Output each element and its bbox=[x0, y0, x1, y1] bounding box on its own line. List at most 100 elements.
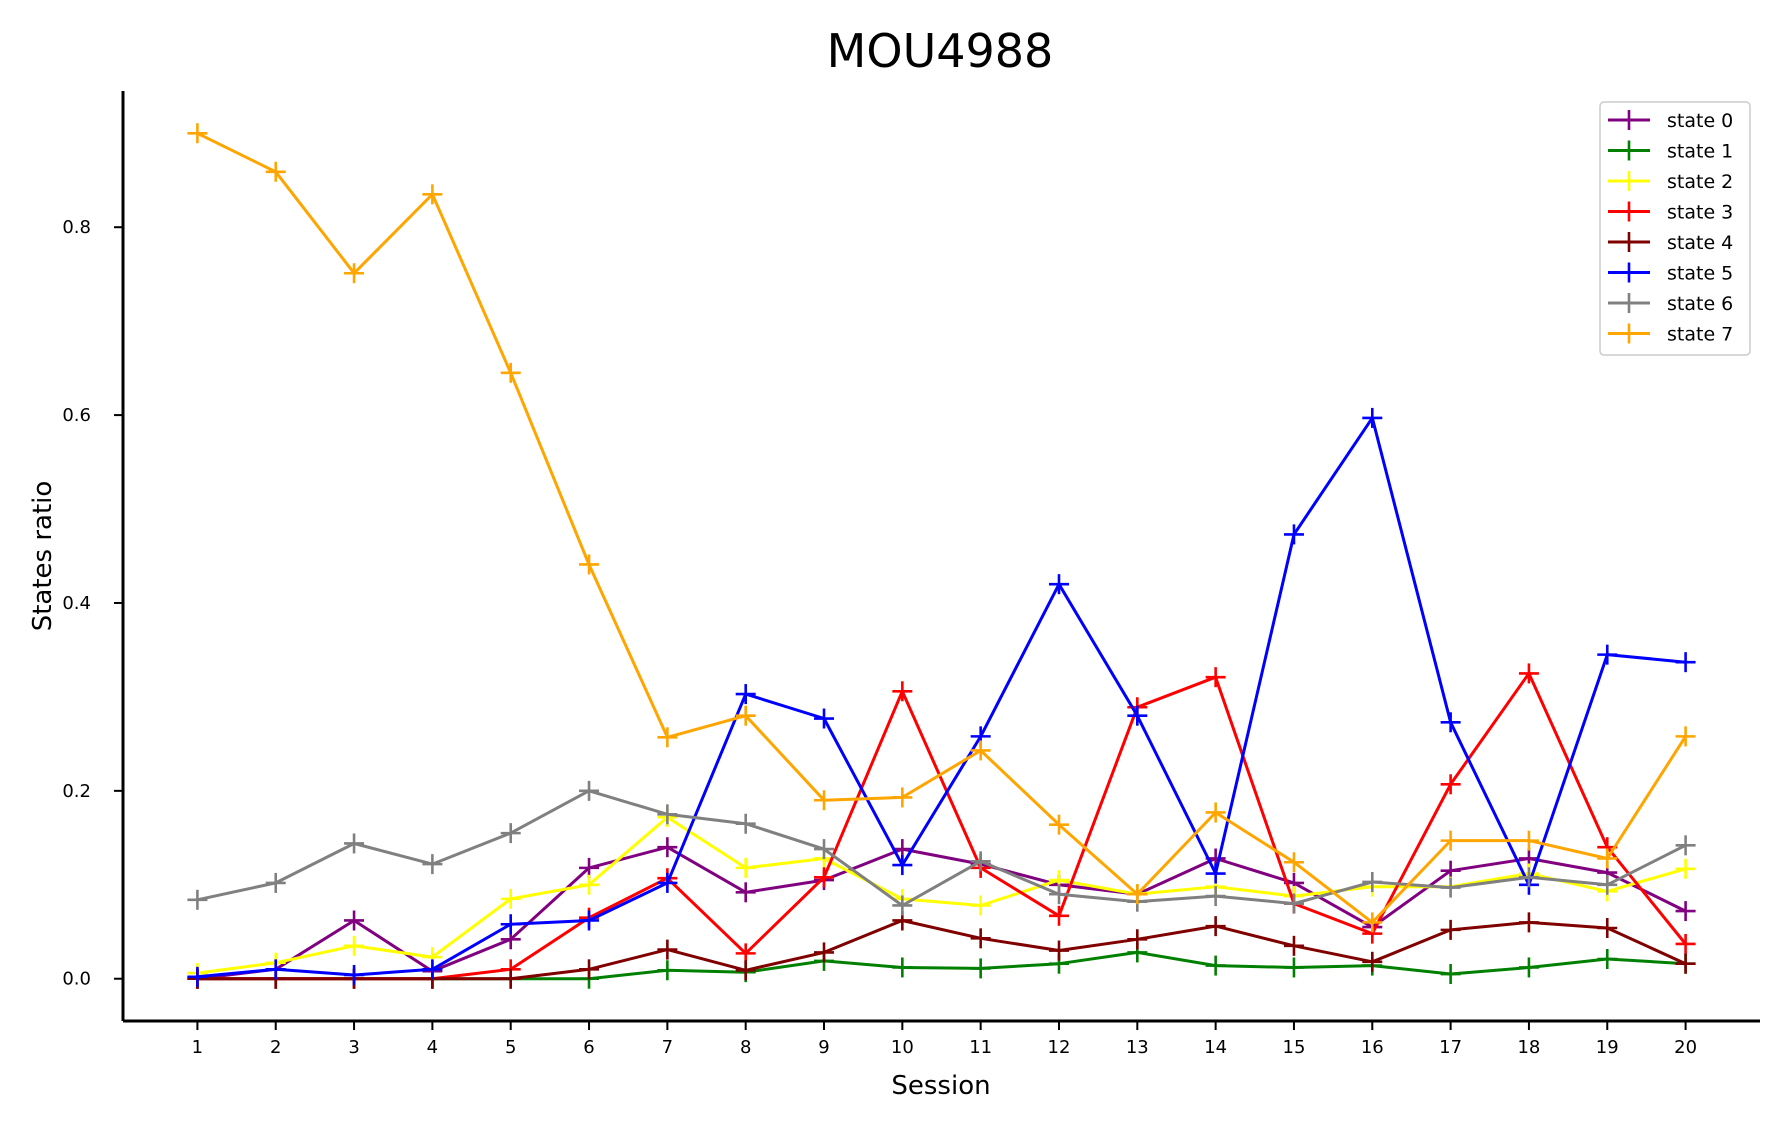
data-point bbox=[1048, 884, 1069, 905]
data-point bbox=[579, 554, 600, 575]
legend-item: state 3 bbox=[1608, 201, 1733, 224]
x-tick-label: 19 bbox=[1596, 1037, 1619, 1058]
y-axis-label: States ratio bbox=[28, 481, 58, 632]
data-point bbox=[735, 960, 756, 981]
x-tick-label: 6 bbox=[583, 1037, 594, 1058]
data-point bbox=[344, 964, 365, 985]
y-tick-label: 0.4 bbox=[62, 593, 91, 614]
x-tick-label: 17 bbox=[1439, 1037, 1462, 1058]
plot-area bbox=[187, 123, 1696, 989]
data-point bbox=[344, 910, 365, 931]
data-point bbox=[970, 740, 991, 761]
data-point bbox=[1440, 774, 1461, 795]
data-point bbox=[1675, 933, 1696, 954]
data-point bbox=[1675, 835, 1696, 856]
data-point bbox=[1205, 863, 1226, 884]
series-line bbox=[197, 416, 1686, 979]
legend-item: state 1 bbox=[1608, 140, 1733, 163]
data-point bbox=[1205, 667, 1226, 688]
x-tick-label: 4 bbox=[427, 1037, 438, 1058]
data-point bbox=[1283, 957, 1304, 978]
data-point bbox=[892, 787, 913, 808]
data-point bbox=[1440, 919, 1461, 940]
legend-label: state 5 bbox=[1667, 263, 1733, 285]
data-point bbox=[579, 874, 600, 895]
data-point bbox=[1675, 953, 1696, 974]
data-point bbox=[735, 684, 756, 705]
legend-item: state 5 bbox=[1608, 262, 1733, 285]
data-point bbox=[814, 867, 835, 888]
legend-label: state 0 bbox=[1667, 110, 1733, 132]
data-point bbox=[500, 823, 521, 844]
data-point bbox=[1127, 705, 1148, 726]
data-point bbox=[735, 813, 756, 834]
series-line bbox=[197, 671, 1687, 981]
x-tick-label: 8 bbox=[740, 1037, 751, 1058]
data-point bbox=[187, 889, 208, 910]
data-point bbox=[657, 939, 678, 960]
data-point bbox=[422, 854, 443, 875]
x-tick-label: 11 bbox=[969, 1037, 992, 1058]
data-point bbox=[1675, 652, 1696, 673]
x-tick-label: 20 bbox=[1674, 1037, 1697, 1058]
series-line bbox=[197, 845, 1687, 981]
data-point bbox=[735, 882, 756, 903]
data-point bbox=[422, 184, 443, 205]
data-point bbox=[814, 942, 835, 963]
data-point bbox=[187, 123, 208, 144]
series-state-6 bbox=[187, 780, 1696, 916]
data-point bbox=[1597, 949, 1618, 969]
data-point bbox=[1205, 886, 1226, 907]
x-tick-label: 9 bbox=[818, 1037, 829, 1058]
data-point bbox=[1205, 802, 1226, 823]
x-tick-label: 14 bbox=[1204, 1037, 1227, 1058]
data-point bbox=[657, 727, 678, 748]
data-point bbox=[1362, 407, 1383, 428]
data-point bbox=[500, 968, 521, 989]
data-point bbox=[579, 910, 600, 931]
legend-item: state 0 bbox=[1608, 110, 1733, 132]
data-point bbox=[1675, 858, 1696, 879]
data-point bbox=[1518, 867, 1539, 888]
series-state-5 bbox=[187, 407, 1696, 987]
data-point bbox=[657, 804, 678, 825]
legend-label: state 2 bbox=[1667, 171, 1733, 193]
x-tick-label: 15 bbox=[1283, 1037, 1306, 1058]
data-point bbox=[1127, 929, 1148, 950]
data-point bbox=[1440, 830, 1461, 851]
data-point bbox=[1283, 893, 1304, 914]
data-point bbox=[814, 708, 835, 729]
data-point bbox=[1205, 916, 1226, 937]
series-state-4 bbox=[187, 910, 1696, 989]
series-state-7 bbox=[187, 123, 1696, 933]
x-tick-label: 16 bbox=[1361, 1037, 1384, 1058]
data-point bbox=[1597, 848, 1618, 869]
data-point bbox=[344, 263, 365, 284]
data-point bbox=[1048, 814, 1069, 835]
x-tick-label: 1 bbox=[192, 1037, 203, 1058]
data-point bbox=[735, 705, 756, 726]
series-line bbox=[197, 919, 1687, 981]
legend-label: state 4 bbox=[1667, 232, 1733, 254]
data-point bbox=[1362, 871, 1383, 892]
x-tick-label: 7 bbox=[662, 1037, 673, 1058]
data-point bbox=[579, 857, 600, 878]
data-point bbox=[892, 957, 913, 978]
data-point bbox=[1518, 912, 1539, 933]
data-point bbox=[1048, 940, 1069, 961]
data-point bbox=[1205, 955, 1226, 976]
data-point bbox=[814, 839, 835, 860]
x-tick-label: 2 bbox=[270, 1037, 281, 1058]
data-point bbox=[1048, 905, 1069, 926]
data-point bbox=[892, 681, 913, 702]
y-tick-label: 0.6 bbox=[62, 405, 91, 426]
x-tick-label: 12 bbox=[1048, 1037, 1071, 1058]
data-point bbox=[970, 958, 991, 979]
data-point bbox=[1127, 884, 1148, 905]
data-point bbox=[1362, 912, 1383, 933]
data-point bbox=[657, 872, 678, 893]
y-tick-label: 0.8 bbox=[62, 217, 91, 238]
y-tick-label: 0.0 bbox=[62, 969, 91, 990]
y-tick-label: 0.2 bbox=[62, 781, 91, 802]
